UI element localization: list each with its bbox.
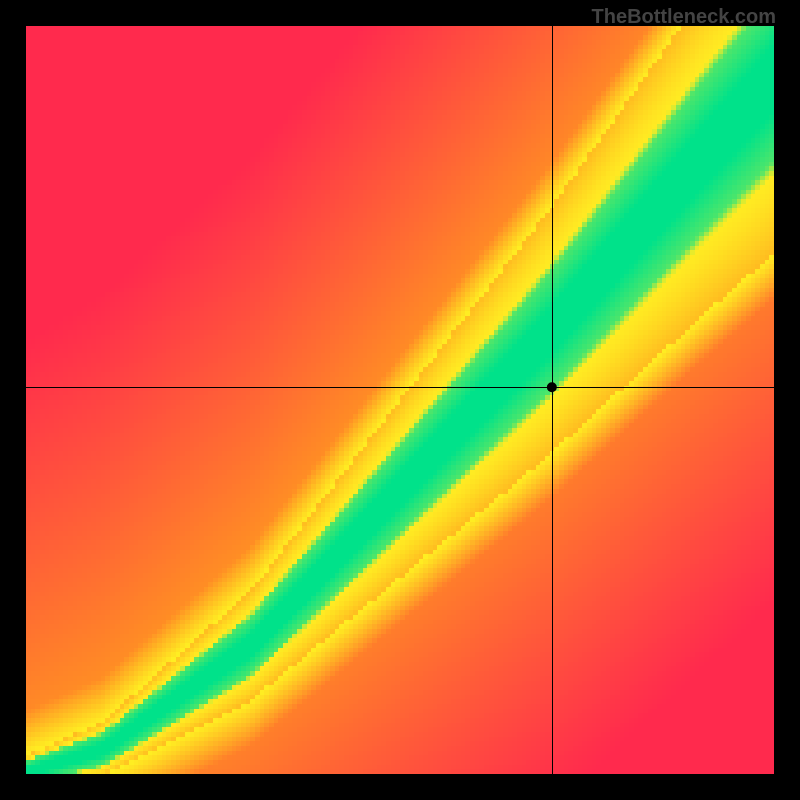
watermark-text: TheBottleneck.com [592,6,776,29]
chart-container: TheBottleneck.com [0,0,800,800]
bottleneck-heatmap [0,0,800,800]
